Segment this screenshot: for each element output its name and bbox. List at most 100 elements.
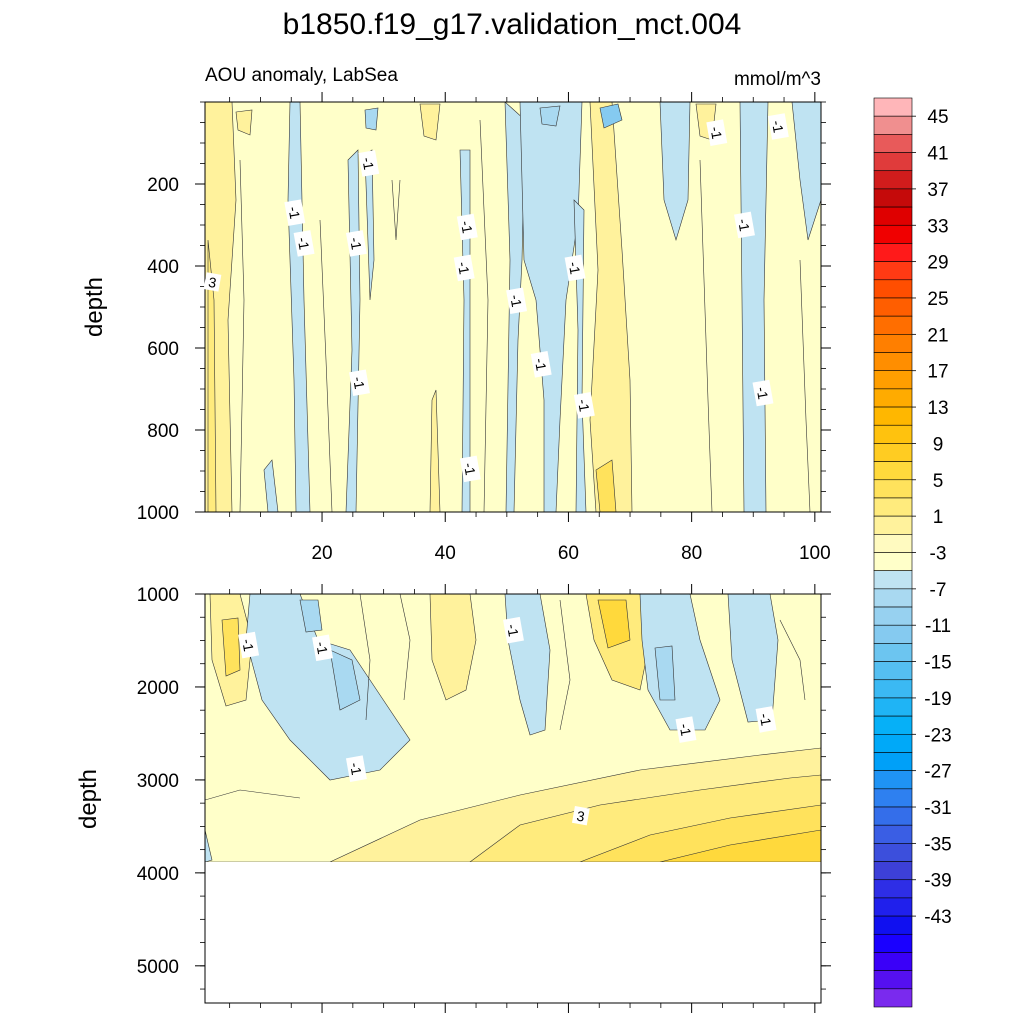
colorbar-swatch xyxy=(873,134,913,153)
upper-cool-band-89 xyxy=(739,102,769,512)
contour-label-box xyxy=(564,254,586,282)
contour-label-box xyxy=(238,631,260,659)
contour-label-text: -1 xyxy=(507,293,525,308)
contour-label: -1 xyxy=(312,634,333,662)
colorbar-tick-label: -11 xyxy=(925,616,951,637)
colorbar-tick-label: -15 xyxy=(924,653,951,674)
colorbar-swatch xyxy=(873,497,913,517)
contour-label-box xyxy=(734,211,755,239)
contour-label-text: -1 xyxy=(707,125,725,140)
colorbar-tick-label: -19 xyxy=(924,689,951,710)
colorbar-swatch xyxy=(873,388,913,408)
contour-label: -1 xyxy=(345,230,367,257)
colorbar-swatch xyxy=(873,952,913,971)
upper-contour-line xyxy=(239,159,245,512)
contour-label-text: -1 xyxy=(347,236,365,251)
colorbar-swatch xyxy=(873,752,913,771)
contour-label-text: -1 xyxy=(461,461,479,476)
y-tick-label: 600 xyxy=(147,339,179,360)
contour-label: -1 xyxy=(238,631,260,659)
contour-label-box xyxy=(312,634,333,662)
colorbar-swatch xyxy=(873,770,913,790)
colorbar-swatch xyxy=(873,733,913,753)
upper-warm-core-surface-37 xyxy=(419,103,441,141)
colorbar-tick-label: 25 xyxy=(927,289,948,310)
colorbar-tick-label: 29 xyxy=(927,253,948,274)
contour-label: -1 xyxy=(345,755,367,782)
colorbar-swatch xyxy=(873,515,913,535)
upper-warm-spike-45 xyxy=(429,389,441,512)
lower-contour-fill xyxy=(205,594,821,862)
colorbar-tick-label: 9 xyxy=(933,434,944,455)
contour-label-text: -1 xyxy=(295,236,313,251)
contour-label: -1 xyxy=(755,706,777,733)
x-tick-label: 60 xyxy=(558,543,579,564)
upper-cool-band-55 xyxy=(519,102,583,512)
contour-label-box xyxy=(203,272,222,292)
colorbar-tick-label: 13 xyxy=(927,398,948,419)
y-tick-label: 4000 xyxy=(137,864,179,885)
colorbar-swatch xyxy=(873,552,913,571)
contour-label-text: -1 xyxy=(677,722,695,737)
colorbar-tick-label: 33 xyxy=(927,216,948,237)
upper-contour-line xyxy=(799,259,811,512)
contour-label-text: -1 xyxy=(735,217,753,232)
colorbar-swatch xyxy=(873,988,913,1008)
contour-label-text: -1 xyxy=(285,205,303,220)
colorbar-swatch xyxy=(873,715,913,735)
contour-label-box xyxy=(675,716,697,743)
colorbar-swatch xyxy=(873,370,913,390)
colorbar-swatch xyxy=(873,861,913,881)
x-tick-label: 40 xyxy=(435,543,456,564)
colorbar-tick-label: 17 xyxy=(927,362,948,383)
colorbar-swatch xyxy=(873,206,913,226)
contour-label: -1 xyxy=(734,211,755,239)
contour-label: 3 xyxy=(571,805,590,826)
colorbar-tick-label: 21 xyxy=(927,325,948,346)
colorbar-swatch xyxy=(873,334,913,353)
contour-label: -1 xyxy=(767,113,789,140)
colorbar-tick-label: -27 xyxy=(924,762,951,783)
upper-cool-lobe-72 xyxy=(659,102,691,242)
colorbar-swatch xyxy=(873,606,913,626)
lower-contour-line xyxy=(399,594,411,701)
colorbar-swatch xyxy=(873,697,913,717)
colorbar-swatch xyxy=(873,915,913,935)
contour-label: -1 xyxy=(456,213,478,241)
contour-label-box xyxy=(755,706,777,733)
contour-label-text: -1 xyxy=(359,156,377,171)
colorbar-tick-label: -43 xyxy=(924,907,951,928)
colorbar-tick-label: -3 xyxy=(930,544,947,565)
colorbar-swatch xyxy=(873,643,913,662)
upper-warm-core-surface-8 xyxy=(235,109,253,136)
colorbar-tick-label: -23 xyxy=(924,725,951,746)
colorbar-swatch xyxy=(873,170,913,190)
contour-label: -1 xyxy=(293,230,315,257)
contour-label-box xyxy=(293,230,315,257)
upper-contour-fill xyxy=(205,102,821,512)
upper-cool-spike-12 xyxy=(263,459,279,512)
colorbar-swatch xyxy=(873,443,913,462)
y-tick-label: 1000 xyxy=(137,503,179,524)
colorbar-tick-label: 45 xyxy=(927,107,948,128)
contour-label-text: -1 xyxy=(239,638,257,653)
upper-cool-core-surface-56 xyxy=(539,105,561,127)
colorbar-swatch xyxy=(873,534,913,553)
y-tick-label: 2000 xyxy=(137,678,179,699)
contour-label: -1 xyxy=(459,455,481,483)
y-tick-label: 1000 xyxy=(137,585,179,606)
contour-label-box xyxy=(571,805,590,826)
lower-warm-core-3 xyxy=(221,617,241,677)
colorbar-tick-label: 5 xyxy=(933,471,944,492)
colorbar-swatch xyxy=(873,297,913,317)
contour-label: -1 xyxy=(349,369,370,397)
upper-cool-core-surface-66 xyxy=(599,103,623,129)
lower-warm-column-42 xyxy=(429,594,477,701)
colorbar-swatch xyxy=(873,315,913,335)
contour-label-text: -1 xyxy=(504,623,522,638)
y-tick-label: 200 xyxy=(147,175,179,196)
upper-contour-line xyxy=(391,179,401,241)
contour-label-text: -1 xyxy=(566,261,584,276)
